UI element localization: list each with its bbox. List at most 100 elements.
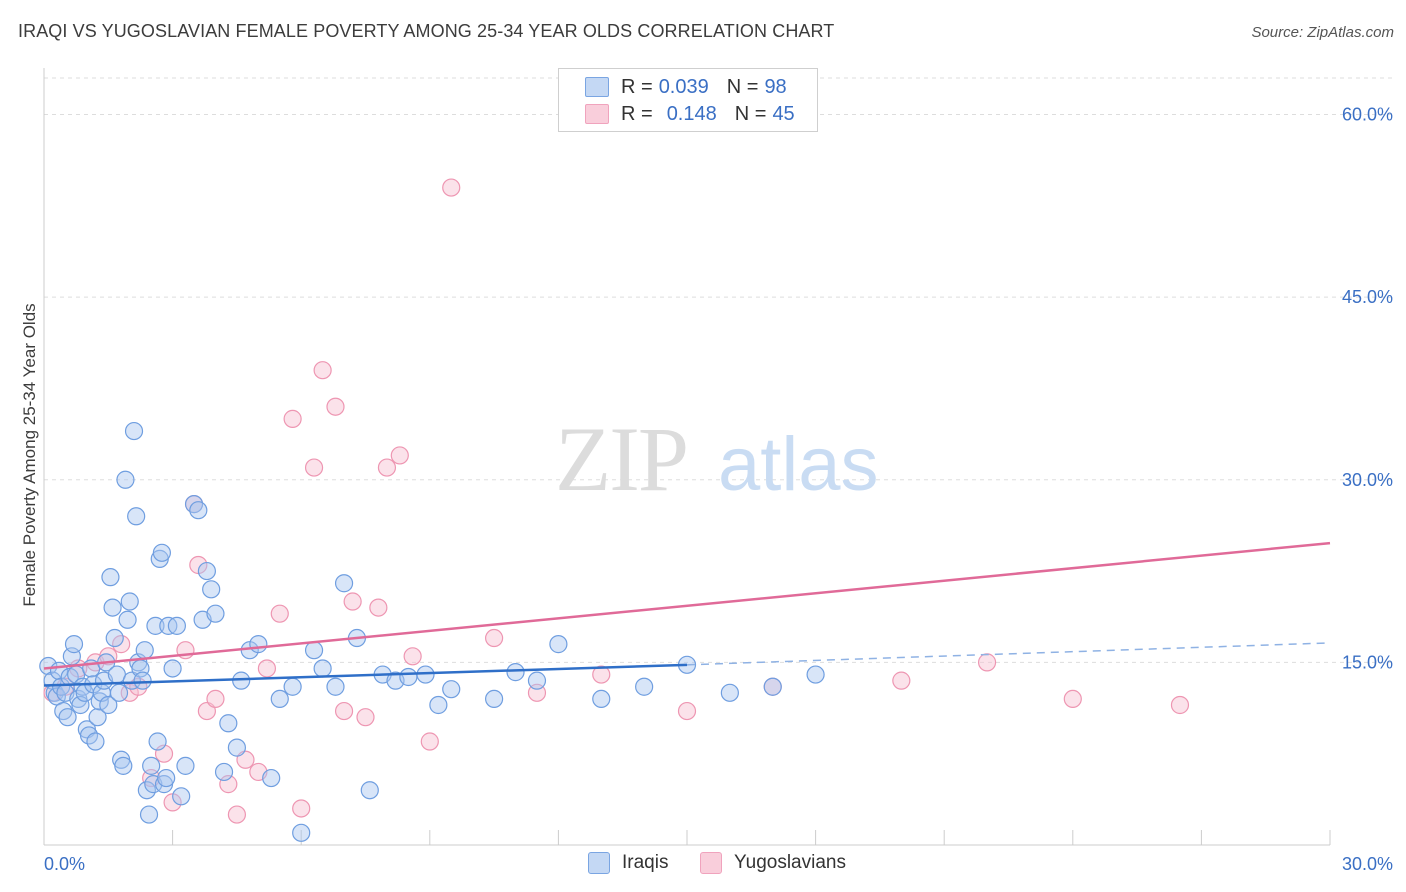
iraqis-point — [116, 470, 135, 489]
iraqis-point — [124, 421, 144, 441]
iraqis-point — [399, 667, 418, 687]
yugoslavians-point — [677, 701, 697, 721]
iraqis-point — [139, 805, 159, 824]
iraqis-point — [249, 635, 268, 654]
iraqis-point — [485, 689, 504, 709]
iraqis-point — [114, 756, 133, 775]
iraqis-point — [262, 768, 281, 788]
yugoslavians-point — [592, 665, 611, 684]
iraqis-point — [167, 616, 186, 635]
yugoslavians-point — [977, 653, 997, 672]
iraqis-point — [135, 641, 154, 660]
iraqis-point — [172, 787, 191, 806]
legend-swatch-iraqis — [588, 852, 610, 874]
legend-swatch-iraqis — [585, 77, 609, 97]
legend-r-value: 0.148 — [666, 102, 717, 125]
iraqis-point — [64, 635, 84, 654]
iraqis-point — [101, 568, 120, 587]
yugoslavians-point — [442, 178, 461, 197]
iraqis-point — [163, 659, 182, 678]
legend-swatch-yugoslavians — [585, 104, 609, 124]
yugoslavians-point — [334, 701, 354, 721]
legend-label-yugoslavians: Yugoslavians — [734, 852, 846, 873]
legend-label-iraqis: Iraqis — [622, 852, 669, 873]
iraqis-point — [313, 659, 332, 678]
iraqis-point — [197, 561, 216, 581]
iraqis-points — [39, 421, 825, 842]
legend-row-iraqis: R = 0.039 N = 98 — [585, 75, 787, 99]
iraqis-point — [105, 628, 124, 648]
iraqis-point — [58, 708, 77, 727]
iraqis-point — [118, 610, 137, 629]
yugoslavians-point — [892, 671, 911, 690]
watermark: ZIP atlas — [555, 408, 879, 510]
yugoslavians-point — [292, 799, 311, 818]
iraqis-point — [549, 635, 568, 654]
iraqis-point — [86, 732, 105, 751]
iraqis-point — [206, 604, 225, 623]
yugoslavians-point — [485, 628, 504, 648]
watermark-atlas: atlas — [718, 422, 879, 507]
yugoslavians-point — [270, 604, 289, 623]
iraqis-point — [806, 665, 825, 684]
trend-line-yugoslavians — [43, 541, 1331, 670]
yugoslavians-point — [403, 647, 422, 666]
yugoslavians-point — [343, 592, 362, 611]
iraqis-point — [334, 574, 354, 593]
iraqis-point — [227, 738, 246, 757]
iraqis-point — [214, 762, 234, 782]
iraqis-point — [270, 689, 289, 709]
iraqis-point — [527, 671, 547, 690]
iraqis-point — [763, 677, 782, 696]
yugoslavians-point — [227, 805, 246, 824]
yugoslavians-point — [1170, 695, 1190, 715]
yugoslavians-point — [420, 732, 439, 751]
iraqis-point — [429, 695, 448, 715]
iraqis-point — [133, 671, 152, 690]
y-tick-label-0: 15.0% — [1342, 652, 1393, 672]
legend-r-value: 0.039 — [658, 75, 709, 98]
trend-line-iraqis-extrapolated — [686, 642, 1331, 666]
iraqis-point — [157, 768, 176, 788]
yugoslavians-point — [304, 458, 324, 477]
iraqis-point — [360, 781, 379, 800]
iraqis-point — [109, 683, 129, 702]
y-tick-label-2: 45.0% — [1342, 287, 1393, 307]
series-legend: Iraqis Yugoslavians — [0, 852, 1406, 876]
legend-n-label: N = — [726, 75, 759, 98]
y-tick-label-3: 60.0% — [1342, 105, 1393, 125]
iraqis-point — [189, 501, 208, 520]
y-axis-label: Female Poverty Among 25-34 Year Olds — [20, 303, 39, 606]
legend-r-label: R = — [621, 75, 653, 98]
yugoslavians-point — [369, 598, 388, 617]
iraqis-point — [127, 507, 146, 526]
legend-n-value: 45 — [772, 102, 795, 125]
iraqis-point — [635, 677, 654, 696]
iraqis-point — [219, 714, 238, 733]
yugoslavians-point — [206, 689, 225, 709]
iraqis-point — [506, 663, 525, 682]
iraqis-point — [176, 756, 195, 775]
axes — [43, 68, 1331, 846]
legend-swatch-yugoslavians — [700, 852, 722, 874]
iraqis-point — [120, 592, 139, 611]
iraqis-point — [592, 689, 611, 709]
legend-r-label: R = — [621, 102, 653, 125]
yugoslavians-point — [283, 409, 302, 428]
iraqis-point — [442, 680, 461, 699]
yugoslavians-point — [1063, 689, 1082, 709]
legend-item-yugoslavians[interactable]: Yugoslavians — [700, 852, 846, 874]
iraqis-point — [292, 823, 311, 842]
yugoslavians-point — [356, 708, 375, 727]
iraqis-point — [304, 641, 324, 660]
trend-lines — [43, 541, 1331, 687]
yugoslavians-point — [313, 361, 332, 380]
yugoslavians-point — [257, 659, 277, 678]
chart-title: IRAQI VS YUGOSLAVIAN FEMALE POVERTY AMON… — [18, 21, 835, 41]
yugoslavians-point — [390, 446, 409, 465]
legend-item-iraqis[interactable]: Iraqis — [588, 852, 668, 874]
iraqis-point — [232, 671, 251, 690]
iraqis-point — [202, 580, 221, 599]
gridlines — [44, 77, 1392, 663]
iraqis-point — [142, 756, 161, 775]
